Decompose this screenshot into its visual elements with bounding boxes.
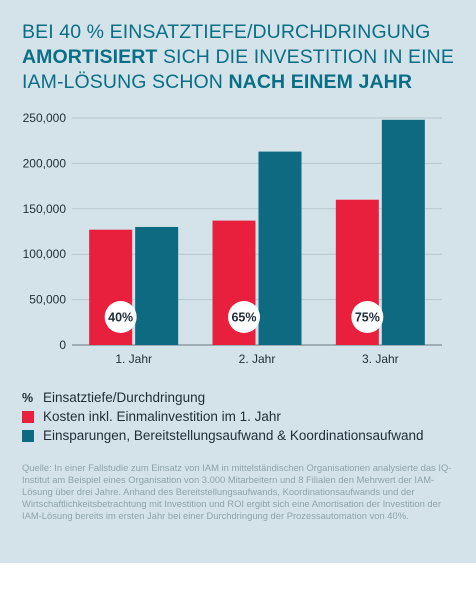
y-tick-label: 200,000: [23, 156, 67, 170]
y-tick-label: 50,000: [29, 293, 66, 307]
legend: % Einsatztiefe/Durchdringung Kosten inkl…: [22, 388, 424, 445]
legend-item-cost: Kosten inkl. Einmalinvestition im 1. Jah…: [22, 407, 424, 426]
legend-item-savings: Einsparungen, Bereitstellungsaufwand & K…: [22, 426, 424, 445]
footer-whitespace: [0, 563, 476, 600]
legend-swatch-cost: [22, 410, 34, 423]
percent-badge: [228, 301, 260, 333]
bar-savings: [381, 119, 425, 345]
title-line-2: SICH DIE INVESTITION IN EINE: [157, 46, 454, 68]
legend-label-percent: Einsatztiefe/Durchdringung: [43, 390, 206, 405]
percent-badge-label: 40%: [108, 311, 133, 325]
title-line-1: BEI 40 % EINSATZTIEFE/DURCHDRINGUNG: [22, 21, 431, 43]
percent-symbol: %: [22, 390, 34, 405]
x-tick-label: 1. Jahr: [115, 352, 152, 366]
x-tick-label: 2. Jahr: [239, 352, 276, 366]
title-highlight-amortisiert: AMORTISIERT: [22, 46, 158, 68]
legend-swatch-savings: [22, 429, 34, 442]
legend-label-savings: Einsparungen, Bereitstellungsaufwand & K…: [43, 428, 424, 443]
bar-chart: 0 50,000 100,000 150,000 200,000 250,000 40% 1.…: [23, 111, 442, 366]
legend-item-percent: % Einsatztiefe/Durchdringung: [22, 388, 424, 407]
y-tick-label: 150,000: [23, 202, 67, 216]
x-tick-label: 3. Jahr: [362, 352, 399, 366]
title-line-3: IAM-LÖSUNG SCHON: [22, 71, 229, 93]
percent-badge: [104, 301, 137, 333]
legend-label-cost: Kosten inkl. Einmalinvestition im 1. Jah…: [43, 409, 281, 424]
y-tick-label: 0: [59, 338, 66, 352]
page-title: BEI 40 % EINSATZTIEFE/DURCHDRINGUNG AMOR…: [22, 20, 462, 95]
percent-badge-label: 65%: [231, 311, 256, 325]
y-tick-label: 250,000: [23, 111, 67, 125]
source-note: Quelle: In einer Fallstudie zum Einsatz …: [22, 462, 452, 521]
title-highlight-nach-einem-jahr: NACH EINEM JAHR: [228, 71, 412, 93]
bar-savings: [135, 226, 179, 345]
bar-savings: [258, 151, 302, 345]
y-tick-label: 100,000: [23, 247, 67, 261]
percent-badge: [351, 301, 384, 333]
percent-badge-label: 75%: [355, 311, 380, 325]
